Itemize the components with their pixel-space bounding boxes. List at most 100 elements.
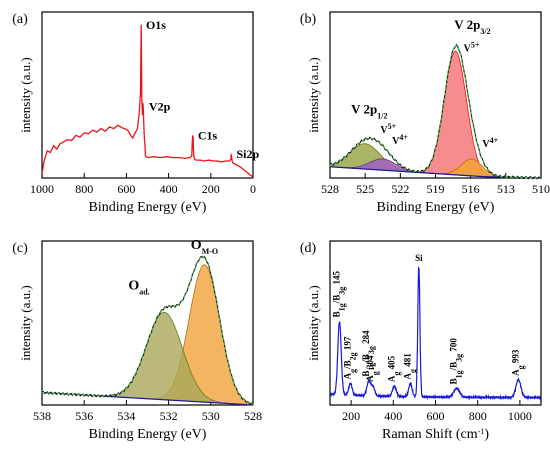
x-tick-label: 200 [202,182,220,196]
label-part: 700 [449,338,459,354]
peak-label: Si2p [236,147,259,161]
x-tick-label: 400 [384,409,402,423]
raman-spectrum-line [329,266,542,401]
label-part: Si [415,253,423,263]
survey-spectrum-line [41,24,254,179]
label-part: -1 [478,427,485,436]
x-axis-label: Binding Energy (eV) [89,427,207,442]
label-part: A [510,369,520,376]
label-part: V [392,136,400,147]
panel-label: (d) [300,241,317,256]
x-tick-label: 200 [342,409,360,423]
raman-peak-label: Ag 481 [402,353,417,380]
label-part: M-O [202,246,218,255]
panel-b: 528 525 522 519 516 513 510 (b) intensity (a.u.)… [300,11,550,215]
raman-peak-label: Si [415,253,423,263]
x-tick-label: 800 [469,409,487,423]
plot-frame [329,240,542,406]
label-part: Raman Shift (cm [382,427,478,442]
label-part: g [516,365,525,369]
label-part: V [464,43,472,54]
raman-peak-label: Ag 993 [510,349,525,376]
peak-label: O1s [146,18,166,32]
x-tick-label: 538 [33,409,51,423]
label-part: V 2p [454,17,480,32]
label-part: V 2p [351,101,377,116]
x-tick-label: 1000 [508,409,532,423]
fit-envelope-line [329,45,541,179]
label-part: 304 [365,355,375,371]
x-axis-label: Binding Energy (eV) [89,200,207,215]
label-part: 3g [337,287,346,295]
x-tick-label: 510 [532,182,550,196]
peak-label: Oad. [128,278,149,296]
raman-peak-label: B1g/B3g 284 [361,330,376,377]
label-part: 4+ [399,133,408,142]
x-tick-label: 530 [202,409,220,423]
y-axis-label: intensity (a.u.) [18,285,33,360]
label-part: 1g [454,370,463,378]
x-tick-label: 534 [117,409,135,423]
x-tick-label: 528 [321,182,339,196]
x-tick-label: 516 [462,182,480,196]
label-part: 145 [331,271,341,287]
y-axis-label: intensity (a.u.) [18,57,33,132]
x-tick-label: 528 [244,409,262,423]
x-tick-label: 536 [75,409,93,423]
label-part: 5+ [471,40,480,49]
label-part: 1g [366,363,375,371]
label-part: A [402,372,412,379]
panel-c: 538 536 534 532 530 528 (c) intensity (a.u.) Bin… [12,238,262,442]
label-part: g [348,369,357,373]
x-tick-label: 600 [117,182,135,196]
label-part: g [408,369,417,373]
label-part: V [482,139,490,150]
x-tick-label: 600 [427,409,445,423]
label-part: B [361,371,371,377]
label-part: A [342,372,352,379]
x-tick-label: 400 [160,182,178,196]
label-part: 405 [386,355,396,371]
x-tick-label: 525 [356,182,374,196]
label-part: /B [361,354,371,364]
label-part: 197 [342,336,352,352]
label-part: 3/2 [480,26,490,35]
label-part: 5+ [388,121,397,130]
x-tick-label: 0 [250,182,256,196]
label-part: 3g [366,346,375,354]
peak-label: V2p [149,99,171,113]
label-part: 1g [337,303,346,311]
label-part: /B [331,295,341,305]
panel-a: 1000 800 600 400 200 0 (a) intensity (a.u.) Bind… [12,11,259,215]
raman-peak-label: Ag 405 [386,355,401,382]
fit-envelope-line [41,255,254,405]
peak-label: C1s [198,128,218,142]
panel-label: (c) [12,241,28,256]
label-part: 4+ [490,136,499,145]
label-part: ad. [139,287,149,296]
label-part: ) [484,427,489,442]
raman-peak-label: B1g/B3g 145 [331,271,346,318]
label-part: A [386,375,396,382]
label-part: 481 [402,353,412,369]
raman-peak-label: Ag 304 [365,355,380,382]
y-axis-label: intensity (a.u.) [306,57,321,132]
plot-frame [41,11,254,179]
label-part: A [365,375,375,382]
x-axis-label: Raman Shift (cm-1) [382,427,489,443]
panel-label: (a) [12,12,28,27]
raman-peak-label: B1g/B3g 700 [449,338,464,385]
x-tick-label: 513 [497,182,515,196]
x-tick-label: 800 [75,182,93,196]
x-tick-label: 519 [427,182,445,196]
label-part: O [128,278,139,293]
label-part: 1/2 [377,111,387,120]
x-tick-label: 1000 [30,182,54,196]
label-part: 3g [454,354,463,362]
label-part: /B [449,362,459,372]
x-tick-label: 522 [391,182,409,196]
y-axis-label: intensity (a.u.) [306,285,321,360]
label-part: B [449,378,459,384]
label-part: V [380,125,388,136]
